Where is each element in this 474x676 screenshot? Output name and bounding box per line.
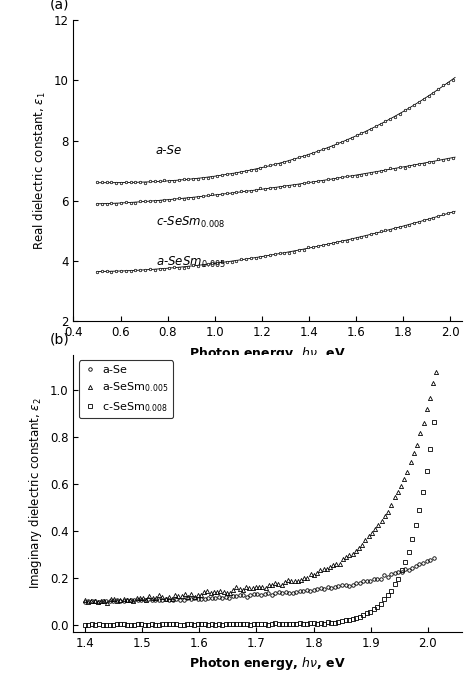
Y-axis label: Imaginary dielectric constant, $\varepsilon_2$: Imaginary dielectric constant, $\varepsi… — [27, 397, 45, 589]
Line: c-SeSm$_{0.008}$: c-SeSm$_{0.008}$ — [83, 420, 435, 627]
Text: c-SeSm$_{0.008}$: c-SeSm$_{0.008}$ — [156, 216, 225, 231]
a-SeSm$_{0.005}$ — [189, 590, 194, 598]
Legend: a-Se, a-SeSm$_{0.005}$, c-SeSm$_{0.008}$: a-Se, a-SeSm$_{0.005}$, c-SeSm$_{0.008}$ — [79, 360, 173, 418]
X-axis label: Photon energy, $\mathbf{\it{h\nu}}$, eV: Photon energy, $\mathbf{\it{h\nu}}$, eV — [190, 345, 346, 362]
c-SeSm$_{0.008}$ — [163, 621, 169, 629]
Line: a-Se: a-Se — [83, 556, 435, 604]
a-SeSm$_{0.005}$ — [427, 394, 433, 402]
X-axis label: Photon energy, $\mathbf{\it{h\nu}}$, eV: Photon energy, $\mathbf{\it{h\nu}}$, eV — [190, 656, 346, 673]
c-SeSm$_{0.008}$ — [402, 558, 408, 566]
c-SeSm$_{0.008}$ — [82, 621, 88, 629]
a-Se — [431, 554, 437, 562]
c-SeSm$_{0.008}$ — [431, 418, 437, 427]
Y-axis label: Real dielectric constant, $\varepsilon_1$: Real dielectric constant, $\varepsilon_1… — [32, 91, 48, 250]
a-Se — [406, 566, 412, 574]
a-Se — [82, 598, 88, 606]
Text: a-Se: a-Se — [156, 144, 182, 157]
a-Se — [417, 560, 422, 568]
a-SeSm$_{0.005}$ — [414, 441, 420, 450]
c-SeSm$_{0.008}$ — [149, 620, 155, 628]
c-SeSm$_{0.008}$ — [413, 521, 419, 529]
a-Se — [166, 596, 172, 604]
a-SeSm$_{0.005}$ — [246, 584, 252, 592]
a-SeSm$_{0.005}$ — [334, 560, 339, 569]
a-SeSm$_{0.005}$ — [105, 598, 110, 606]
a-Se — [265, 589, 271, 597]
a-SeSm$_{0.005}$ — [256, 583, 262, 591]
a-Se — [96, 598, 102, 606]
a-SeSm$_{0.005}$ — [82, 596, 88, 604]
Text: (a): (a) — [50, 0, 70, 11]
a-SeSm$_{0.005}$ — [434, 368, 439, 376]
Text: a-SeSm$_{0.005}$: a-SeSm$_{0.005}$ — [156, 254, 226, 270]
c-SeSm$_{0.008}$ — [290, 620, 295, 628]
a-Se — [293, 588, 299, 596]
c-SeSm$_{0.008}$ — [262, 620, 267, 628]
Text: (b): (b) — [50, 333, 70, 347]
a-Se — [153, 596, 158, 604]
Line: a-SeSm$_{0.005}$: a-SeSm$_{0.005}$ — [83, 370, 438, 604]
